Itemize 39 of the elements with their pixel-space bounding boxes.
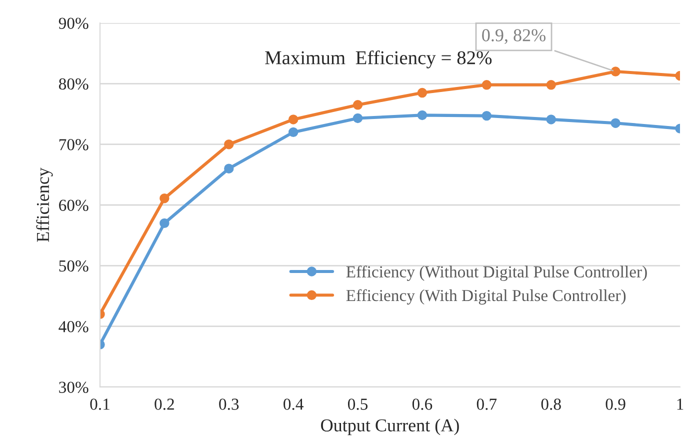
y-tick-label: 50% [59, 260, 88, 272]
point [482, 110, 492, 121]
point [288, 114, 298, 124]
point [610, 118, 620, 128]
y-tick-label: 80% [58, 78, 88, 90]
point [417, 110, 428, 120]
point [417, 88, 428, 98]
x-tick-label: 0.5 [348, 398, 368, 410]
x-tick-label: 0.3 [219, 398, 239, 410]
x-tick-label: 0.9 [606, 398, 626, 410]
point [546, 80, 556, 90]
point [352, 113, 363, 124]
x-tick-label: 0.6 [412, 398, 432, 410]
y-tick-label: 60% [59, 200, 88, 211]
y-tick-label: 30% [59, 382, 88, 393]
x-tick-label: 0.7 [476, 398, 497, 410]
x-tick-label: 0.8 [541, 398, 561, 410]
y-tick-label: 70% [59, 139, 88, 150]
point [352, 100, 363, 110]
annotation: 0.9, 82% [482, 29, 546, 44]
x-tick-label: 0.1 [90, 398, 110, 410]
point [546, 114, 556, 124]
y-tick-label: 40% [58, 321, 88, 332]
y-axis-title: Efficiency [36, 168, 53, 242]
x-axis-title: Output Current (A) [321, 418, 459, 436]
point [160, 193, 170, 204]
x-tick-label: 0.2 [154, 398, 174, 410]
point [160, 218, 170, 228]
point [610, 66, 620, 76]
x-tick-label: 0.4 [284, 398, 304, 410]
legend-label: Efficiency (Without Digital Pulse Controller) [346, 266, 647, 281]
point [224, 164, 234, 174]
annotation: Maximum Efficiency = 82% [265, 50, 492, 68]
point [482, 80, 492, 90]
legend-label: Efficiency (With Digital Pulse Controller) [346, 289, 626, 305]
x-tick-label: 1 [677, 398, 684, 410]
point [288, 127, 298, 138]
y-tick-label: 90% [58, 18, 88, 29]
point [224, 139, 234, 150]
